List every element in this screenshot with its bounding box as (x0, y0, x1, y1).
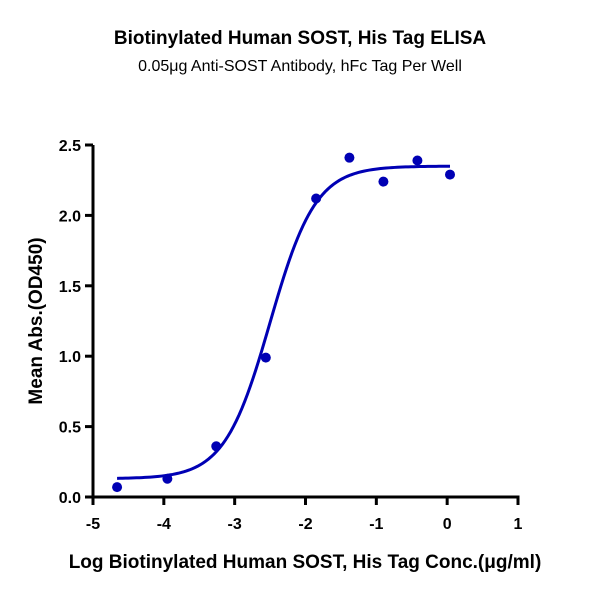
data-point (412, 155, 423, 166)
y-axis-ticks: 0.0 0.5 1.0 1.5 2.0 2.5 (59, 138, 93, 507)
data-point (162, 473, 173, 484)
y-tick-label: 0.0 (59, 490, 81, 507)
data-point (260, 352, 271, 363)
data-point (445, 169, 455, 180)
x-axis-label: Log Biotinylated Human SOST, His Tag Con… (69, 552, 542, 573)
x-tick-label: 1 (514, 516, 523, 533)
y-tick-label: 1.0 (59, 349, 81, 366)
y-tick-label: 1.5 (59, 279, 81, 296)
y-axis-label: Mean Abs.(OD450) (26, 237, 47, 404)
y-tick-label: 2.0 (59, 208, 81, 225)
x-tick-label: -4 (157, 516, 171, 533)
data-point (112, 482, 123, 493)
x-tick-label: -1 (369, 516, 383, 533)
x-tick-label: -2 (298, 516, 312, 533)
data-point (311, 193, 322, 204)
data-point (211, 441, 222, 452)
data-point (378, 176, 389, 187)
fit-curve (117, 164, 451, 480)
data-points (112, 152, 455, 493)
y-tick-label: 2.5 (59, 138, 81, 155)
x-axis-ticks: -5 -4 -3 -2 -1 0 1 (86, 497, 523, 533)
axes (91, 145, 520, 499)
x-tick-label: -5 (86, 516, 100, 533)
x-tick-label: -3 (228, 516, 242, 533)
x-tick-label: 0 (443, 516, 452, 533)
y-tick-label: 0.5 (59, 420, 81, 437)
chart-title: Biotinylated Human SOST, His Tag ELISA (113, 28, 487, 49)
data-point (344, 152, 355, 163)
chart-subtitle: 0.05μg Anti-SOST Antibody, hFc Tag Per W… (138, 58, 462, 75)
